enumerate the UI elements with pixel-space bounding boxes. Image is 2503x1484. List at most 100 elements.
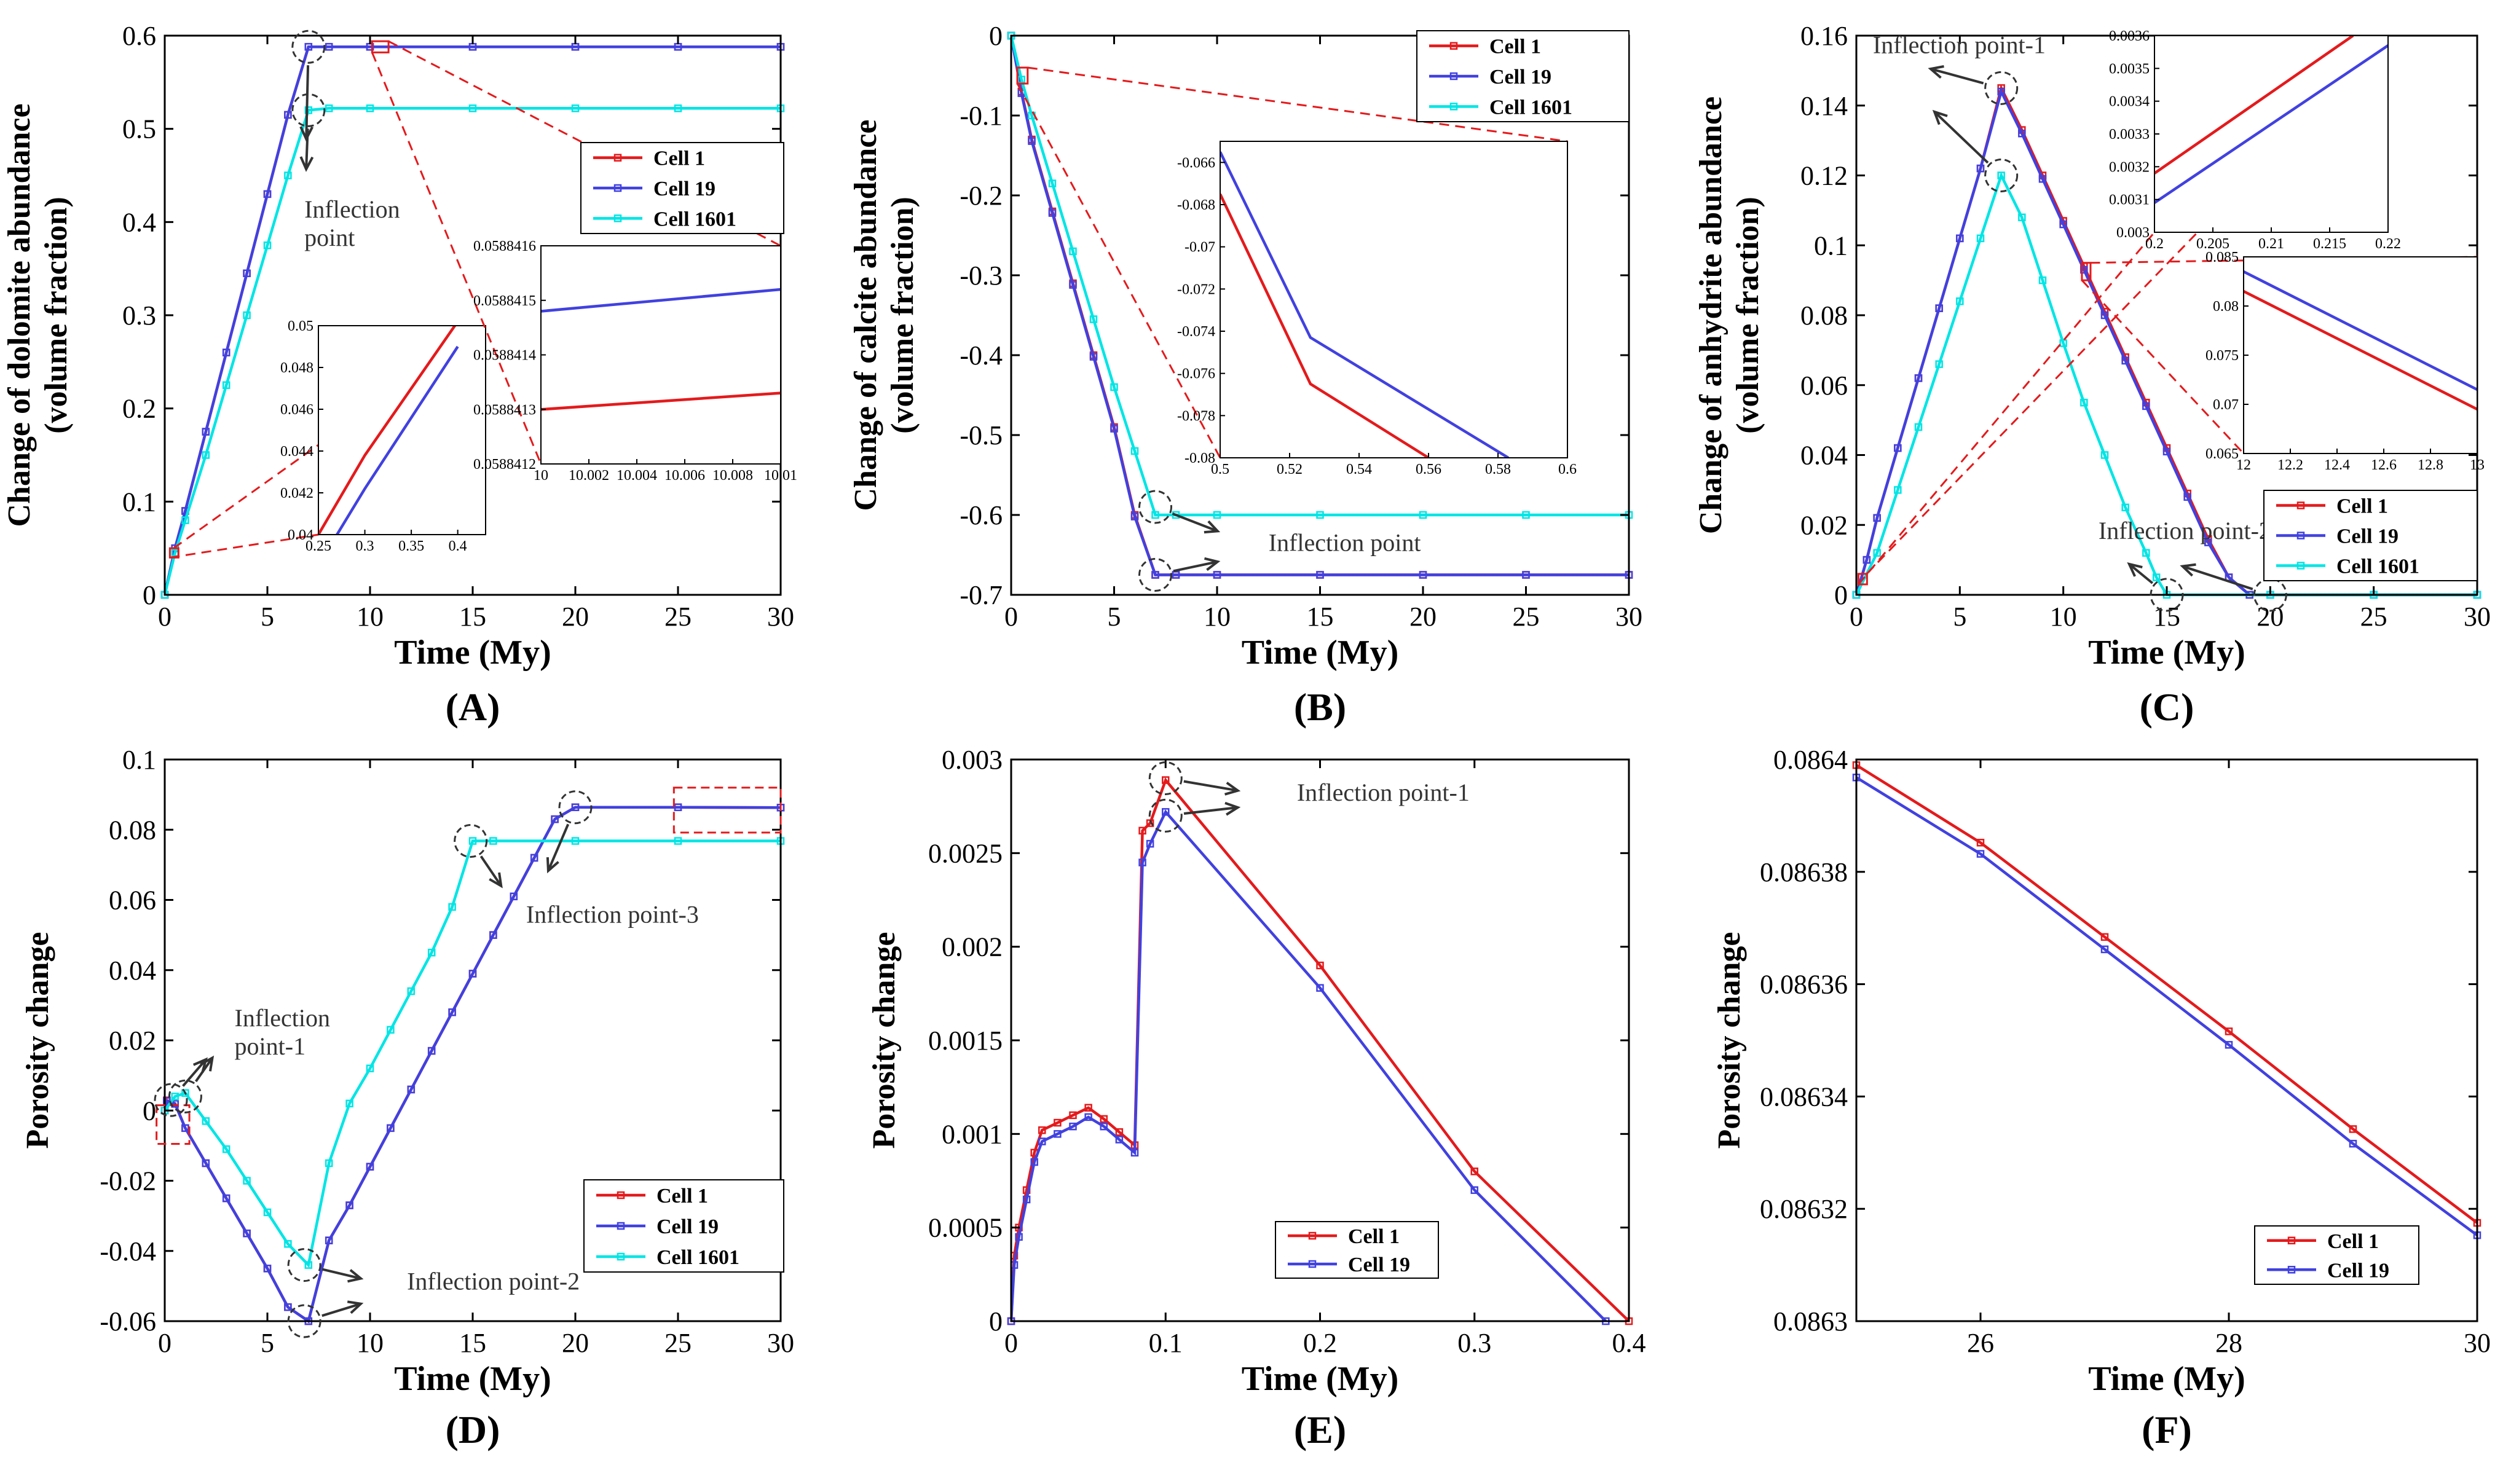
x-tick-label: 10 [2050,602,2077,632]
series-line-cell-1601 [165,107,781,595]
series-line-cell-19 [165,806,781,1324]
data-point-marker [181,1124,189,1133]
legend-marker [613,214,622,222]
callout-arrowhead [546,857,559,874]
y-tick-label: 0 [143,1096,156,1126]
data-point-marker [530,854,538,862]
inset-x-tick-label: 0.58 [1485,461,1511,477]
data-point-marker [2183,493,2191,501]
data-point-marker [2018,130,2026,138]
callout-arrowhead [489,872,503,889]
legend-entry: Cell 1 [2336,495,2388,518]
callout-arrowhead [347,1269,364,1283]
data-point-marker [263,241,272,249]
inset-y-tick-label: 0.042 [280,485,313,501]
inflection-circle [287,1248,321,1282]
legend-marker [2287,1236,2296,1244]
data-point-marker [2100,933,2109,941]
data-point-marker [571,104,580,112]
data-point-marker [1069,281,1077,289]
legend-entry: Cell 19 [1489,66,1551,88]
inset-x-tick-label: 0.3 [356,538,374,554]
data-point-marker [1115,1128,1124,1136]
panel-d: 0 5 10 15 20 25 30 -0.06 -0.04 -0.02 0 0.02 0.04 0.06… [20,745,794,1451]
legend-marker [617,1191,625,1199]
zoom-source-box [371,40,390,53]
inset-y-tick-label: 0.05 [288,318,313,334]
inset-x-tick-label: 12.4 [2324,457,2350,473]
data-point-marker [407,1085,416,1094]
data-point-marker [202,451,210,459]
inset-c-1: 0.2 0.205 0.21 0.215 0.22 0.003 0.0031 0.0032 0.… [1857,28,2401,586]
legend: Cell 1 Cell 19 [1275,1221,1439,1279]
y-axis-label: (volume fraction) [885,197,920,434]
data-point-marker [1130,512,1139,520]
data-point-marker [1130,1148,1139,1157]
inset-y-tick-label: 0.0035 [2109,61,2150,77]
inset-background [2154,36,2388,232]
legend: Cell 1 Cell 19 Cell 1601 [1416,30,1630,122]
data-point-marker [1316,511,1324,519]
zoom-connector [1016,83,1221,458]
data-point-marker [1115,1136,1124,1144]
callout-arrow [305,65,310,139]
data-point-marker [2059,339,2067,347]
inset-x-tick-label: 12.2 [2277,457,2303,473]
y-tick-label: 0.08638 [1760,857,1848,887]
data-point-marker [222,1145,231,1153]
x-tick-label: 5 [1953,602,1966,632]
data-point-marker [1316,961,1324,970]
legend-marker [1449,103,1458,111]
data-point-marker [1054,1118,1062,1127]
inset-x-tick-label: 0.205 [2196,236,2229,252]
y-tick-label: 0.12 [1800,161,1848,191]
zoom-source-box [2081,262,2092,281]
data-point-marker [1316,571,1324,579]
inset-y-tick-label: 0.0031 [2109,192,2150,208]
series-line-cell1 [1220,193,1430,458]
legend-entry: Cell 1 [1489,36,1541,58]
panel-label: (E) [1294,1408,1346,1451]
callout-arrowhead [299,156,314,172]
data-point-marker [448,1008,456,1016]
data-point-marker [304,1261,313,1269]
legend-marker [1308,1231,1317,1240]
callout-arrow [1183,780,1239,792]
series-line-cell19 [2244,270,2477,391]
y-tick-label: 0.0005 [928,1213,1003,1243]
callout-arrow [1933,111,1989,164]
data-point-marker [551,815,559,823]
data-point-marker [325,1236,333,1244]
inset-c-2: 12 12.2 12.4 12.6 12.8 13 0.065 0.07 0.075 0.08 0.… [2081,249,2485,473]
data-point-marker [1162,808,1170,816]
annotation-callout: Inflection point-2 [287,1248,580,1338]
series-line-cell-19 [165,45,781,595]
panel-label: (A) [446,685,500,729]
y-tick-label: 0.06 [109,885,156,916]
data-point-marker [1030,1158,1038,1166]
legend-entry: Cell 1 [2327,1230,2379,1253]
y-tick-label: 0.0015 [928,1026,1003,1056]
data-point-marker [510,892,518,901]
callout-arrow [2182,565,2253,591]
legend-entry: Cell 19 [653,178,715,200]
data-point-marker [1172,571,1180,579]
data-point-marker [284,111,292,119]
inset-frame [1220,141,1568,458]
data-point-marker [263,190,272,198]
data-point-marker [1976,839,1985,847]
x-tick-label: 0.4 [1612,1328,1646,1358]
data-point-marker [1022,1195,1031,1204]
data-point-marker [284,1240,292,1248]
data-point-marker [304,106,313,114]
y-tick-label: 0.1 [122,487,156,517]
inset-y-tick-label: -0.066 [1177,155,1215,171]
y-tick-label: 0.02 [109,1026,156,1056]
y-tick-label: 0.16 [1800,21,1848,51]
x-tick-label: 0 [158,1328,171,1358]
inset-x-tick-label: 0.4 [449,538,467,554]
zoom-source-box [1016,66,1029,85]
data-point-marker [345,1201,353,1209]
inset-y-tick-label: 0.046 [280,402,313,418]
